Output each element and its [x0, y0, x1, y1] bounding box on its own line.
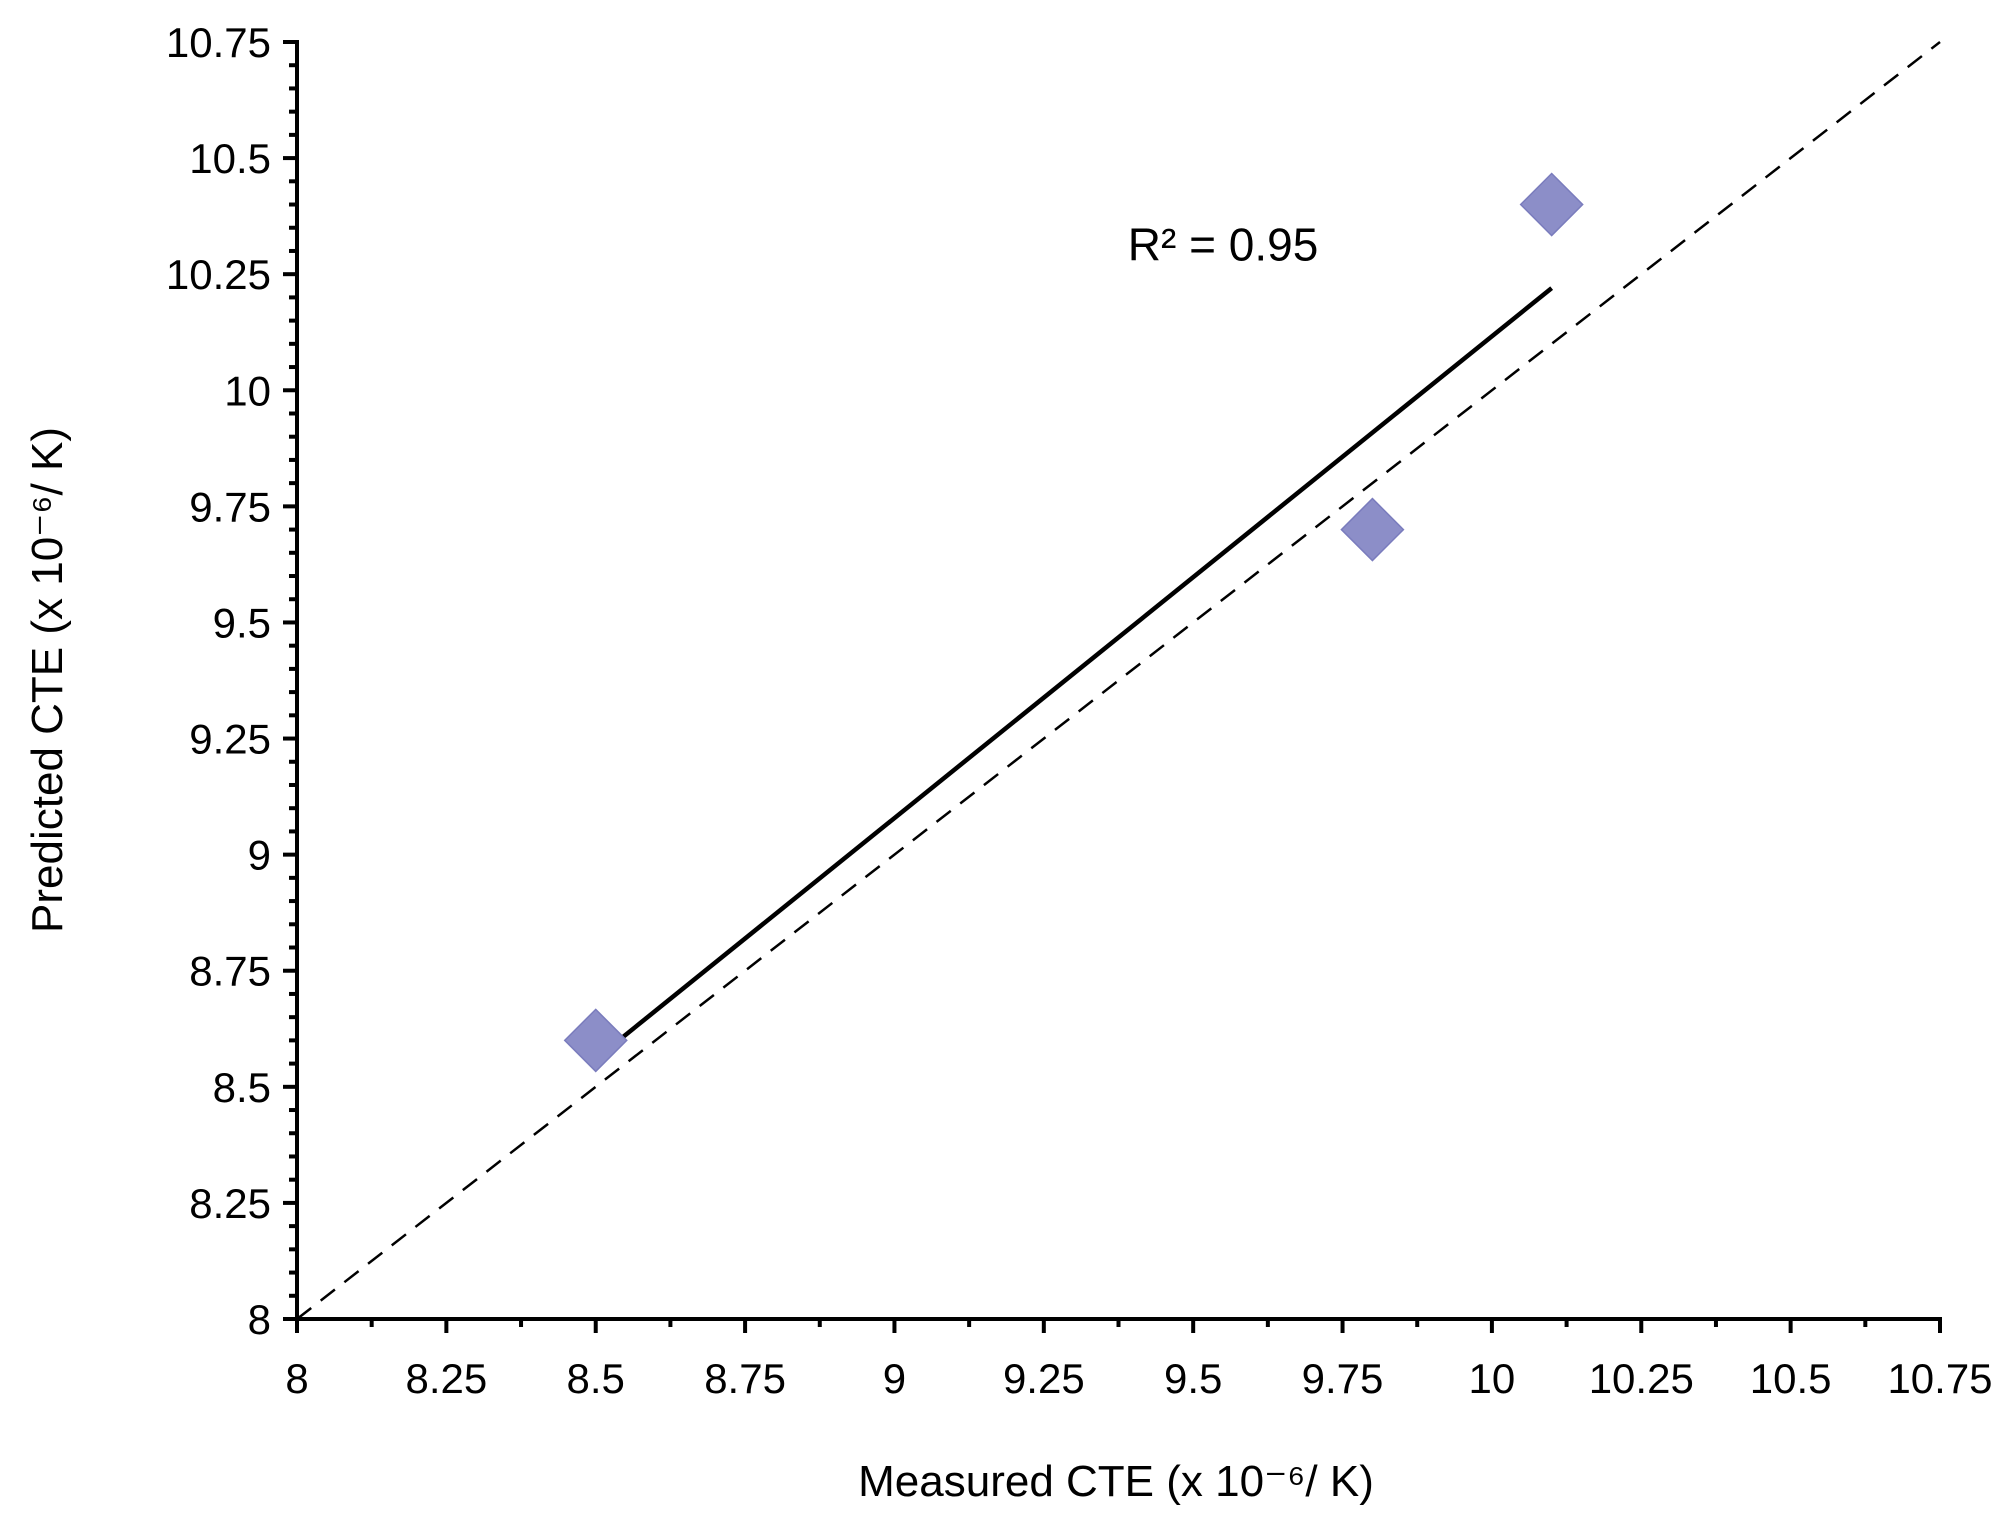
y-tick-label: 8.5	[213, 1064, 271, 1111]
data-point	[563, 1008, 628, 1073]
trendline	[594, 286, 1554, 1061]
trendline-layer	[594, 286, 1554, 1061]
x-tick-label: 9	[883, 1355, 906, 1402]
y-tick-label: 8	[248, 1296, 271, 1343]
tick-labels-layer: 8 8.25 8.5 8.75 9 9.25 9.5 9.75 10 10.25 10.5 10.75…	[166, 19, 1993, 1402]
y-tick-label: 10	[224, 367, 271, 414]
x-tick-label: 8	[285, 1355, 308, 1402]
x-tick-label: 9.25	[1003, 1355, 1085, 1402]
x-tick-label: 8.75	[704, 1355, 786, 1402]
x-tick-label: 10.5	[1750, 1355, 1832, 1402]
annotations-layer: R² = 0.95	[1128, 218, 1319, 270]
reference-line-layer	[296, 41, 1941, 1320]
y-tick-label: 10.75	[166, 19, 271, 66]
y-tick-label: 9	[248, 832, 271, 879]
y-axis-title: Predicted CTE (x 10⁻⁶/ K)	[23, 427, 72, 933]
x-tick-label: 10.25	[1589, 1355, 1694, 1402]
data-points-layer	[563, 172, 1584, 1073]
y-tick-label: 9.25	[189, 716, 271, 763]
y-tick-label: 9.75	[189, 483, 271, 530]
axes-layer	[283, 40, 1942, 1333]
y-tick-label: 8.75	[189, 948, 271, 995]
data-point	[1519, 172, 1584, 237]
x-tick-label: 9.75	[1302, 1355, 1384, 1402]
r-squared-annotation: R² = 0.95	[1128, 218, 1319, 270]
y-tick-label: 8.25	[189, 1180, 271, 1227]
y-tick-label: 10.5	[189, 135, 271, 182]
x-tick-label: 8.25	[405, 1355, 487, 1402]
x-tick-label: 10.75	[1887, 1355, 1992, 1402]
reference-line-y-equals-x	[296, 41, 1941, 1320]
x-tick-label: 10	[1469, 1355, 1516, 1402]
x-tick-label: 9.5	[1164, 1355, 1222, 1402]
x-tick-label: 8.5	[567, 1355, 625, 1402]
data-point	[1340, 497, 1405, 562]
y-tick-label: 9.5	[213, 599, 271, 646]
x-axis-title: Measured CTE (x 10⁻⁶/ K)	[858, 1457, 1374, 1506]
y-tick-label: 10.25	[166, 251, 271, 298]
